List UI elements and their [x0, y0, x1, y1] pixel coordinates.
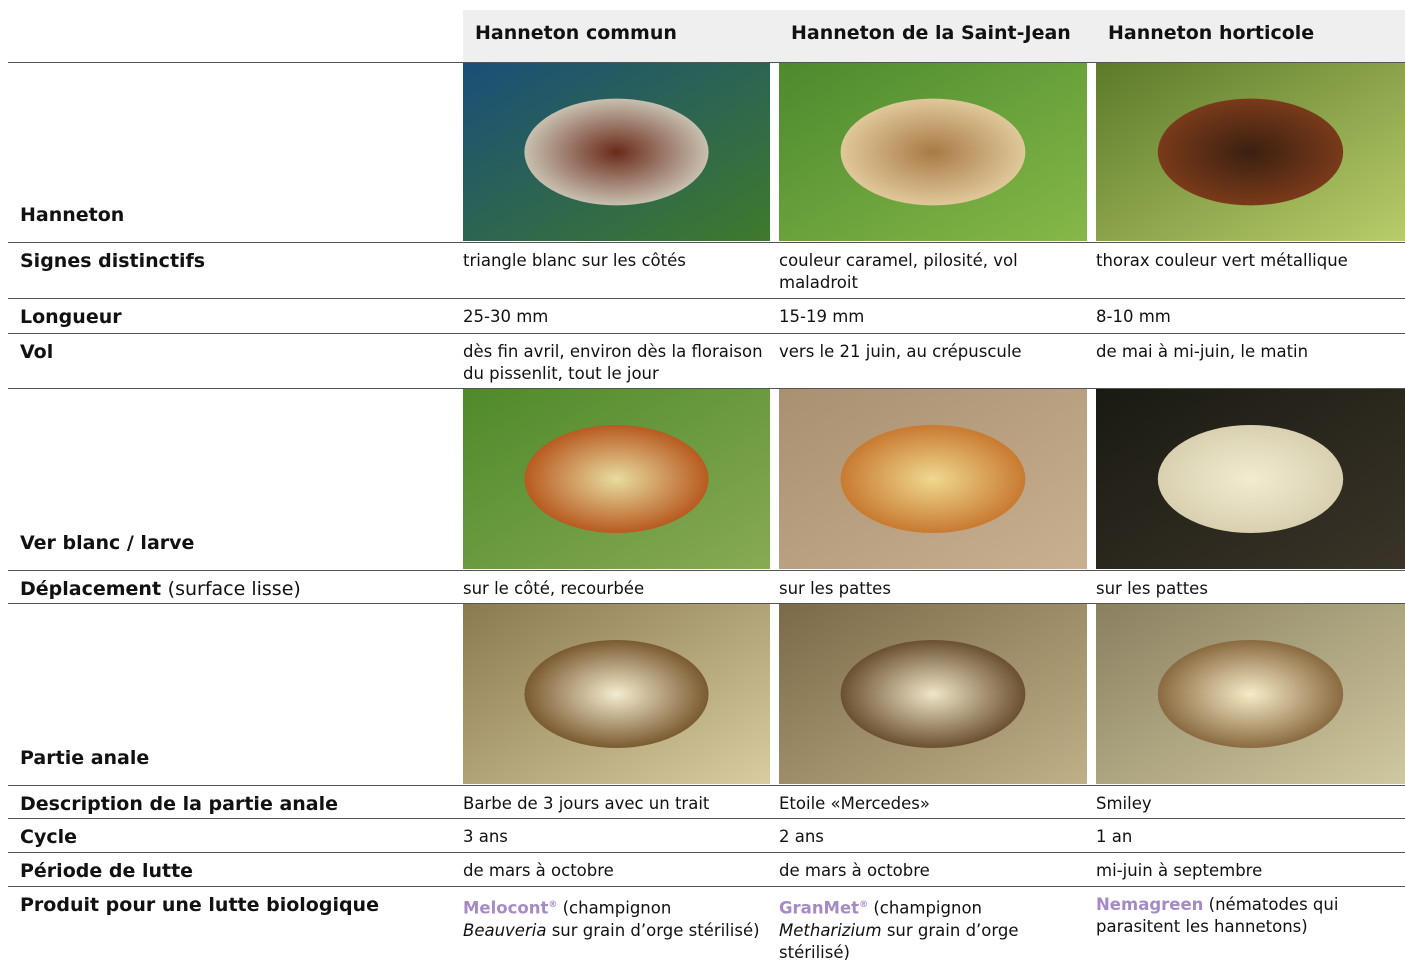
trademark: ® [548, 900, 558, 910]
cell-text: 2 ans [779, 827, 824, 846]
row-label: Hanneton [20, 204, 450, 226]
row-separator [8, 298, 1405, 299]
product-text: (nématodes qui parasitent les hannetons) [1096, 895, 1339, 936]
label-text: Signes distinctifs [20, 250, 206, 272]
photo [463, 389, 770, 569]
label-text: Vol [20, 341, 54, 363]
photo [463, 63, 770, 241]
cell-text: couleur caramel, pilosité, vol maladroit [779, 251, 1018, 292]
row-label: Ver blanc / larve [20, 532, 450, 554]
label-text: Cycle [20, 826, 77, 848]
trademark: ® [859, 900, 869, 910]
cell-text: 8-10 mm [1096, 307, 1171, 326]
cell-text: 25-30 mm [463, 307, 549, 326]
cell-text: vers le 21 juin, au crépuscule [779, 342, 1022, 361]
product-name: Melocont [463, 898, 549, 918]
cell-text: sur le côté, recourbée [463, 579, 645, 598]
cell-text: triangle blanc sur les côtés [463, 251, 686, 270]
row-separator [8, 603, 1405, 604]
cell-text: 1 an [1096, 827, 1133, 846]
cell-text: de mai à mi-juin, le matin [1096, 342, 1309, 361]
product-organism: Beauveria [463, 920, 547, 940]
product-name: Nemagreen [1096, 895, 1204, 914]
label-text: Description de la partie anale [20, 793, 339, 815]
cell-text: Etoile «Mercedes» [779, 794, 930, 813]
product-organism: Metharizium [779, 920, 882, 940]
column-header: Hanneton de la Saint-Jean [791, 22, 1071, 44]
label-text: Hanneton [20, 204, 125, 226]
row-label: Signes distinctifs [20, 250, 450, 272]
label-text: Produit pour une lutte biologique [20, 894, 379, 916]
row-separator [8, 852, 1405, 853]
label-text: Partie anale [20, 747, 150, 769]
row-label: Description de la partie anale [20, 793, 450, 815]
photo [779, 63, 1087, 241]
row-label: Cycle [20, 826, 450, 848]
row-separator [8, 818, 1405, 819]
row-separator [8, 242, 1405, 243]
column-header: Hanneton commun [475, 22, 677, 44]
page: (() => { const data = JSON.parse(documen… [8, 10, 1405, 962]
row-label: Période de lutte [20, 860, 450, 882]
cell-text: mi-juin à septembre [1096, 861, 1263, 880]
photo [1096, 389, 1405, 569]
cell-text: de mars à octobre [463, 861, 614, 880]
row-separator [8, 333, 1405, 334]
photo [463, 604, 770, 784]
row-label: Produit pour une lutte biologique [20, 894, 450, 916]
label-text: Longueur [20, 306, 122, 328]
product-cell: Melocont® (champignon Beauveria sur grain… [463, 894, 773, 942]
photo [779, 604, 1087, 784]
row-label: Vol [20, 341, 450, 363]
cell-text: de mars à octobre [779, 861, 930, 880]
photo [779, 389, 1087, 569]
label-note: (surface lisse) [167, 578, 301, 600]
cell-text: sur les pattes [779, 579, 891, 598]
product-cell: GranMet® (champignon Metharizium sur grai… [779, 894, 1089, 964]
row-label: Longueur [20, 306, 450, 328]
cell-text: Smiley [1096, 794, 1152, 813]
product-cell: Nemagreen (nématodes qui parasitent les … [1096, 894, 1405, 938]
label-text: Ver blanc / larve [20, 532, 195, 554]
cell-text: thorax couleur vert métallique [1096, 251, 1348, 270]
row-separator [8, 388, 1405, 389]
header-bar [463, 10, 1405, 62]
photo [1096, 604, 1405, 784]
product-text: (champignon [562, 898, 672, 918]
row-separator [8, 62, 1405, 63]
cell-text: sur les pattes [1096, 579, 1208, 598]
label-text: Déplacement [20, 578, 162, 600]
row-separator [8, 886, 1405, 887]
product-rest: sur grain d’orge stérilisé) [551, 920, 760, 940]
product-name: GranMet [779, 898, 860, 918]
row-label: Partie anale [20, 747, 450, 769]
cell-text: Barbe de 3 jours avec un trait [463, 794, 710, 813]
label-text: Période de lutte [20, 860, 194, 882]
row-label: Déplacement (surface lisse) [20, 578, 450, 600]
row-separator [8, 570, 1405, 571]
row-separator [8, 785, 1405, 786]
photo [1096, 63, 1405, 241]
cell-text: 3 ans [463, 827, 508, 846]
column-header: Hanneton horticole [1108, 22, 1315, 44]
cell-text: dès fin avril, environ dès la floraison … [463, 342, 763, 383]
cell-text: 15-19 mm [779, 307, 865, 326]
product-text: (champignon [873, 898, 983, 918]
